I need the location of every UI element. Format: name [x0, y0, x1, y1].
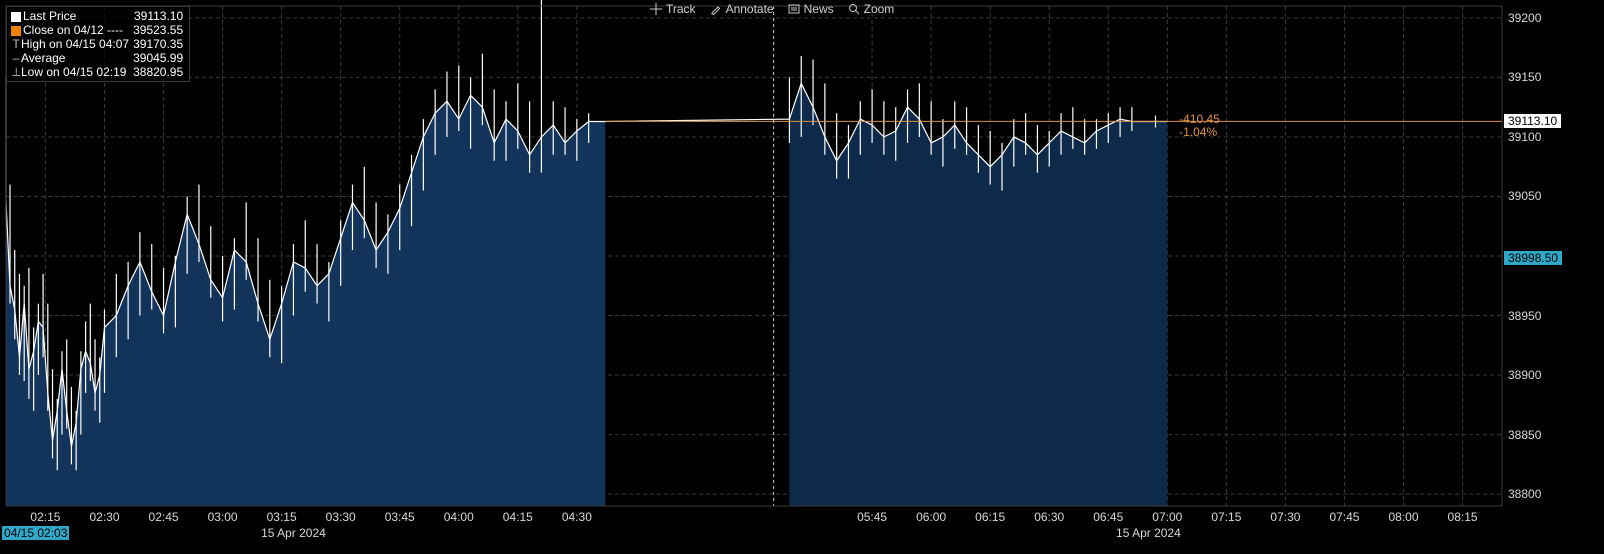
x-date-label: 15 Apr 2024 — [1116, 526, 1181, 540]
legend-row: THigh on 04/15 04:0739170.35 — [9, 37, 185, 51]
annotate-button[interactable]: Annotate — [710, 2, 774, 16]
x-tick: 04:00 — [444, 510, 474, 524]
y-tick: 38950 — [1508, 309, 1541, 323]
x-tick: 06:45 — [1093, 510, 1123, 524]
x-tick: 03:15 — [267, 510, 297, 524]
legend-value: 39113.10 — [131, 9, 185, 23]
x-tick: 07:00 — [1152, 510, 1182, 524]
y-tick: 39200 — [1508, 11, 1541, 25]
news-button[interactable]: News — [788, 2, 834, 16]
x-tick: 03:30 — [326, 510, 356, 524]
legend-label: Last Price — [23, 9, 76, 23]
toolbar-label: Zoom — [864, 2, 895, 16]
legend-value: 39045.99 — [131, 51, 185, 65]
x-tick: 03:45 — [385, 510, 415, 524]
chart-toolbar: Track Annotate News Zoom — [650, 2, 894, 16]
toolbar-label: News — [804, 2, 834, 16]
x-tick: 08:00 — [1388, 510, 1418, 524]
crosshair-icon — [650, 3, 662, 15]
y-tick: 39100 — [1508, 130, 1541, 144]
legend-box: Last Price 39113.10 Close on 04/12 ---- 395… — [6, 6, 190, 82]
chart-area[interactable] — [0, 0, 1604, 554]
legend-glyph-icon: T — [11, 37, 21, 51]
x-tick: 05:45 — [857, 510, 887, 524]
legend-row: Last Price 39113.10 — [9, 9, 185, 23]
x-tick: 03:00 — [208, 510, 238, 524]
x-tick: 07:45 — [1329, 510, 1359, 524]
legend-label: Low on 04/15 02:19 — [21, 65, 126, 79]
x-tick: 02:30 — [89, 510, 119, 524]
legend-row: Close on 04/12 ---- 39523.55 — [9, 23, 185, 37]
zoom-button[interactable]: Zoom — [848, 2, 895, 16]
last-price-marker: 39113.10 — [1504, 114, 1561, 128]
legend-value: 39170.35 — [131, 37, 185, 51]
track-button[interactable]: Track — [650, 2, 696, 16]
legend-row: ⊥Low on 04/15 02:19 38820.95 — [9, 65, 185, 79]
x-tick: 02:15 — [30, 510, 60, 524]
cursor-timestamp: 04/15 02:03 — [2, 526, 69, 540]
zoom-icon — [848, 3, 860, 15]
legend-label: Average — [21, 51, 65, 65]
legend-label: Close on 04/12 ---- — [23, 23, 123, 37]
x-tick: 06:30 — [1034, 510, 1064, 524]
x-tick: 04:30 — [562, 510, 592, 524]
x-tick: 07:15 — [1211, 510, 1241, 524]
y-tick: 38800 — [1508, 487, 1541, 501]
legend-value: 38820.95 — [131, 65, 185, 79]
change-annotation: -410.45-1.04% — [1179, 113, 1220, 139]
x-tick: 04:15 — [503, 510, 533, 524]
legend-glyph-icon: – — [11, 51, 21, 65]
legend-glyph-icon: ⊥ — [11, 65, 21, 79]
x-tick: 08:15 — [1448, 510, 1478, 524]
legend-label: High on 04/15 04:07 — [21, 37, 129, 51]
avg-price-marker: 38998.50 — [1504, 251, 1562, 265]
y-tick: 38900 — [1508, 368, 1541, 382]
x-tick: 07:30 — [1270, 510, 1300, 524]
x-date-label: 15 Apr 2024 — [261, 526, 326, 540]
y-tick: 39050 — [1508, 189, 1541, 203]
toolbar-label: Track — [666, 2, 696, 16]
legend-row: –Average 39045.99 — [9, 51, 185, 65]
terminal-chart: Last Price 39113.10 Close on 04/12 ---- 395… — [0, 0, 1604, 554]
news-icon — [788, 3, 800, 15]
x-tick: 06:15 — [975, 510, 1005, 524]
x-tick: 06:00 — [916, 510, 946, 524]
change-line: -1.04% — [1179, 126, 1220, 139]
legend-swatch-icon — [11, 12, 21, 22]
pencil-icon — [710, 3, 722, 15]
legend-value: 39523.55 — [131, 23, 185, 37]
legend-swatch-icon — [11, 26, 21, 36]
y-tick: 39150 — [1508, 70, 1541, 84]
toolbar-label: Annotate — [726, 2, 774, 16]
x-tick: 02:45 — [149, 510, 179, 524]
y-tick: 38850 — [1508, 428, 1541, 442]
